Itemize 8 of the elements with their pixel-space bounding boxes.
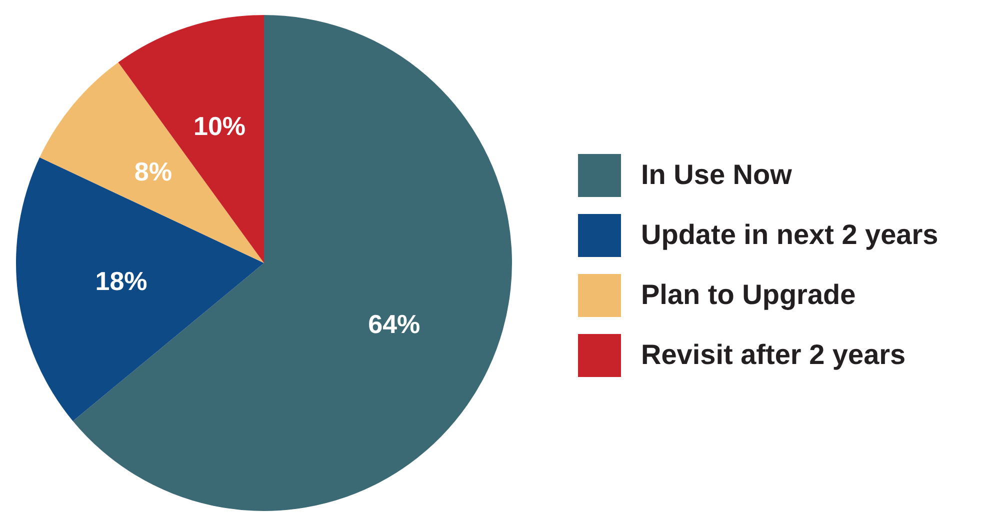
legend-label: Revisit after 2 years — [641, 339, 906, 371]
legend-label: In Use Now — [641, 159, 792, 191]
data-label: 8% — [134, 156, 172, 186]
legend-label: Update in next 2 years — [641, 219, 938, 251]
data-label: 18% — [95, 266, 148, 296]
data-label: 64% — [368, 309, 420, 340]
data-label: 10% — [194, 111, 246, 142]
legend-label: Plan to Upgrade — [641, 279, 856, 311]
